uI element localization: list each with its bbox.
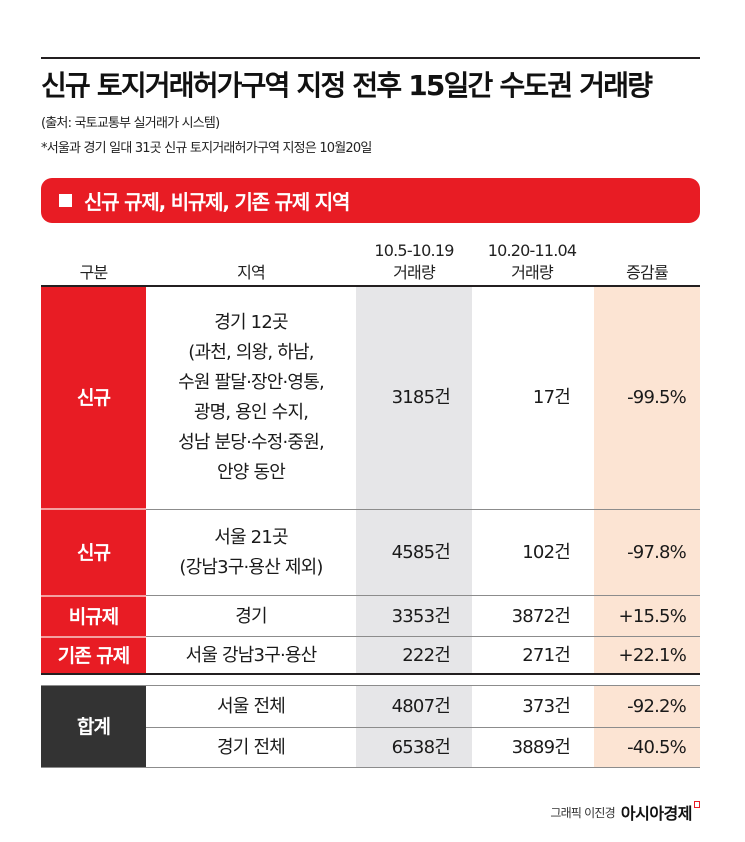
row-after-value: 17건 (532, 387, 571, 408)
row-category: 비규제 (41, 597, 146, 636)
row-category-label: 비규제 (68, 605, 119, 628)
row-change-value: -97.8% (627, 541, 687, 563)
header-before-label: 거래량 (393, 263, 436, 282)
region-line: 경기 12곳 (214, 312, 288, 333)
total-after-value: 3889건 (511, 736, 571, 758)
header-before-period: 10.5-10.19 (374, 241, 454, 260)
page-title: 신규 토지거래허가구역 지정 전후 15일간 수도권 거래량 (41, 69, 653, 102)
byline: 그래픽 이진경 (550, 806, 615, 820)
header-change-label: 증감률 (626, 263, 669, 282)
total-category-label: 합계 (77, 715, 111, 738)
total-before-value: 4807건 (391, 695, 451, 717)
region-line: 안양 동안 (217, 462, 286, 483)
square-bullet-icon (59, 194, 72, 207)
row-after-value: 102건 (522, 541, 571, 563)
region-line: (과천, 의왕, 하남, (188, 342, 314, 363)
top-rule (41, 57, 700, 59)
row-divider (146, 636, 700, 637)
total-top-divider (41, 685, 700, 686)
change-column-band (594, 287, 700, 673)
category-divider (41, 595, 146, 597)
row-divider (146, 595, 700, 596)
total-before-value: 6538건 (391, 736, 451, 758)
row-region: 서울 강남3구·용산 (146, 638, 356, 673)
total-bottom-divider (41, 767, 700, 768)
before-column-band (356, 287, 472, 673)
region-line: 광명, 용인 수지, (193, 402, 309, 423)
row-category-label: 신규 (77, 541, 111, 564)
row-change-value: -99.5% (627, 387, 687, 408)
header-region-label: 지역 (237, 263, 266, 282)
row-after-value: 3872건 (511, 605, 571, 627)
header-category-label: 구분 (79, 263, 109, 282)
region-line: 수원 팔달·장안·영통, (178, 372, 325, 393)
total-change-value: -92.2% (627, 695, 687, 717)
source-text: (출처: 국토교통부 실거래가 시스템) (41, 116, 220, 131)
header-before: 10.5-10.19 거래량 (352, 232, 476, 284)
row-category: 기존 규제 (41, 638, 146, 673)
footnote-text: *서울과 경기 일대 31곳 신규 토지거래허가구역 지정은 10월20일 (41, 141, 372, 156)
region-line: 서울 21곳 (214, 526, 288, 548)
header-after: 10.20-11.04 거래량 (470, 232, 594, 284)
table-bottom-divider (41, 673, 700, 675)
row-change-value: +22.1% (618, 644, 687, 666)
header-divider (41, 285, 700, 287)
header-after-period: 10.20-11.04 (487, 241, 577, 260)
row-after-value: 271건 (522, 644, 571, 666)
row-category: 신규 (41, 287, 146, 509)
change-column-band-total (594, 686, 700, 767)
total-region: 서울 전체 (217, 695, 286, 717)
row-before-value: 3353건 (391, 605, 451, 627)
row-change-value: +15.5% (618, 605, 687, 627)
header-category: 구분 (41, 232, 146, 284)
row-region: 서울 21곳 (강남3구·용산 제외) (146, 510, 356, 595)
row-before-value: 222건 (402, 644, 451, 666)
row-category-label: 기존 규제 (57, 644, 131, 667)
credit: 그래픽 이진경 아시아경제 (550, 800, 700, 824)
row-region: 경기 12곳 (과천, 의왕, 하남, 수원 팔달·장안·영통, 광명, 용인 … (146, 287, 356, 509)
header-after-label: 거래량 (511, 263, 554, 282)
section-banner-label: 신규 규제, 비규제, 기존 규제 지역 (84, 190, 350, 214)
category-divider (41, 508, 146, 510)
total-row-divider (146, 727, 700, 728)
total-after-value: 373건 (522, 695, 571, 717)
row-before-value: 4585건 (391, 541, 451, 563)
region-line: 성남 분당·수정·중원, (178, 432, 325, 453)
before-column-band-total (356, 686, 472, 767)
region-line: 경기 (235, 605, 267, 627)
total-region: 경기 전체 (217, 736, 286, 758)
total-change-value: -40.5% (627, 736, 687, 758)
header-change: 증감률 (594, 232, 700, 284)
row-divider (146, 509, 700, 510)
section-banner: 신규 규제, 비규제, 기존 규제 지역 (41, 178, 700, 223)
row-region: 경기 (146, 597, 356, 636)
category-divider (41, 636, 146, 638)
region-line: (강남3구·용산 제외) (179, 556, 323, 578)
region-line: 서울 강남3구·용산 (185, 644, 318, 666)
row-category: 신규 (41, 510, 146, 595)
brand-logo-text: 아시아경제 (620, 804, 693, 823)
total-category: 합계 (41, 686, 146, 767)
row-before-value: 3185건 (391, 387, 451, 408)
flag-icon (694, 801, 700, 808)
header-region: 지역 (146, 232, 356, 284)
row-category-label: 신규 (77, 387, 111, 409)
